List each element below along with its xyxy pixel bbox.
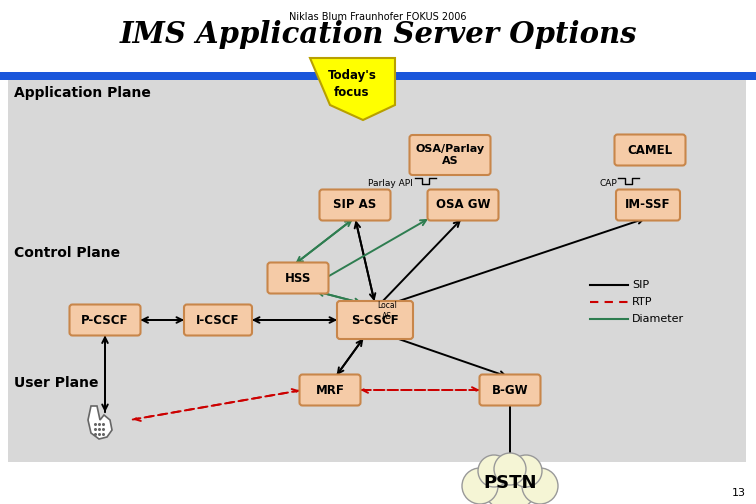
Text: RTP: RTP xyxy=(632,297,652,307)
Text: HSS: HSS xyxy=(285,272,311,284)
Text: CAP: CAP xyxy=(600,178,617,187)
Text: S-CSCF: S-CSCF xyxy=(352,313,399,327)
FancyBboxPatch shape xyxy=(320,190,391,221)
FancyBboxPatch shape xyxy=(184,304,252,336)
Text: Today's: Today's xyxy=(327,70,376,83)
Bar xyxy=(8,240,746,370)
Text: Control Plane: Control Plane xyxy=(14,246,120,260)
FancyBboxPatch shape xyxy=(410,135,491,175)
FancyBboxPatch shape xyxy=(616,190,680,221)
Circle shape xyxy=(462,468,498,504)
Circle shape xyxy=(478,455,510,487)
Circle shape xyxy=(522,468,558,504)
Text: User Plane: User Plane xyxy=(14,376,98,390)
Text: PSTN: PSTN xyxy=(483,474,537,492)
Text: IM-SSF: IM-SSF xyxy=(625,199,671,212)
Text: focus: focus xyxy=(334,86,370,98)
Bar xyxy=(0,72,756,80)
Text: B-GW: B-GW xyxy=(491,384,528,397)
Text: MRF: MRF xyxy=(315,384,345,397)
FancyBboxPatch shape xyxy=(427,190,498,221)
FancyBboxPatch shape xyxy=(337,301,413,339)
Bar xyxy=(8,80,746,240)
Text: P-CSCF: P-CSCF xyxy=(81,313,129,327)
Text: I-CSCF: I-CSCF xyxy=(197,313,240,327)
Text: Parlay API: Parlay API xyxy=(368,178,413,187)
Text: Application Plane: Application Plane xyxy=(14,86,151,100)
Polygon shape xyxy=(88,406,112,439)
FancyBboxPatch shape xyxy=(615,135,686,165)
Text: CAMEL: CAMEL xyxy=(627,144,673,157)
Text: SIP: SIP xyxy=(632,280,649,290)
Circle shape xyxy=(494,453,526,485)
FancyBboxPatch shape xyxy=(70,304,141,336)
Text: Local
AS: Local AS xyxy=(377,301,397,321)
FancyBboxPatch shape xyxy=(299,374,361,406)
Text: Diameter: Diameter xyxy=(632,314,684,324)
Bar xyxy=(8,370,746,462)
Text: OSA GW: OSA GW xyxy=(435,199,490,212)
FancyBboxPatch shape xyxy=(479,374,541,406)
Text: 13: 13 xyxy=(732,488,746,498)
Circle shape xyxy=(482,455,538,504)
Text: OSA/Parlay
AS: OSA/Parlay AS xyxy=(416,144,485,166)
Circle shape xyxy=(510,455,542,487)
Text: IMS Application Server Options: IMS Application Server Options xyxy=(119,20,637,49)
Text: SIP AS: SIP AS xyxy=(333,199,376,212)
Text: Niklas Blum Fraunhofer FOKUS 2006: Niklas Blum Fraunhofer FOKUS 2006 xyxy=(290,12,466,22)
Polygon shape xyxy=(310,58,395,120)
FancyBboxPatch shape xyxy=(268,263,329,293)
